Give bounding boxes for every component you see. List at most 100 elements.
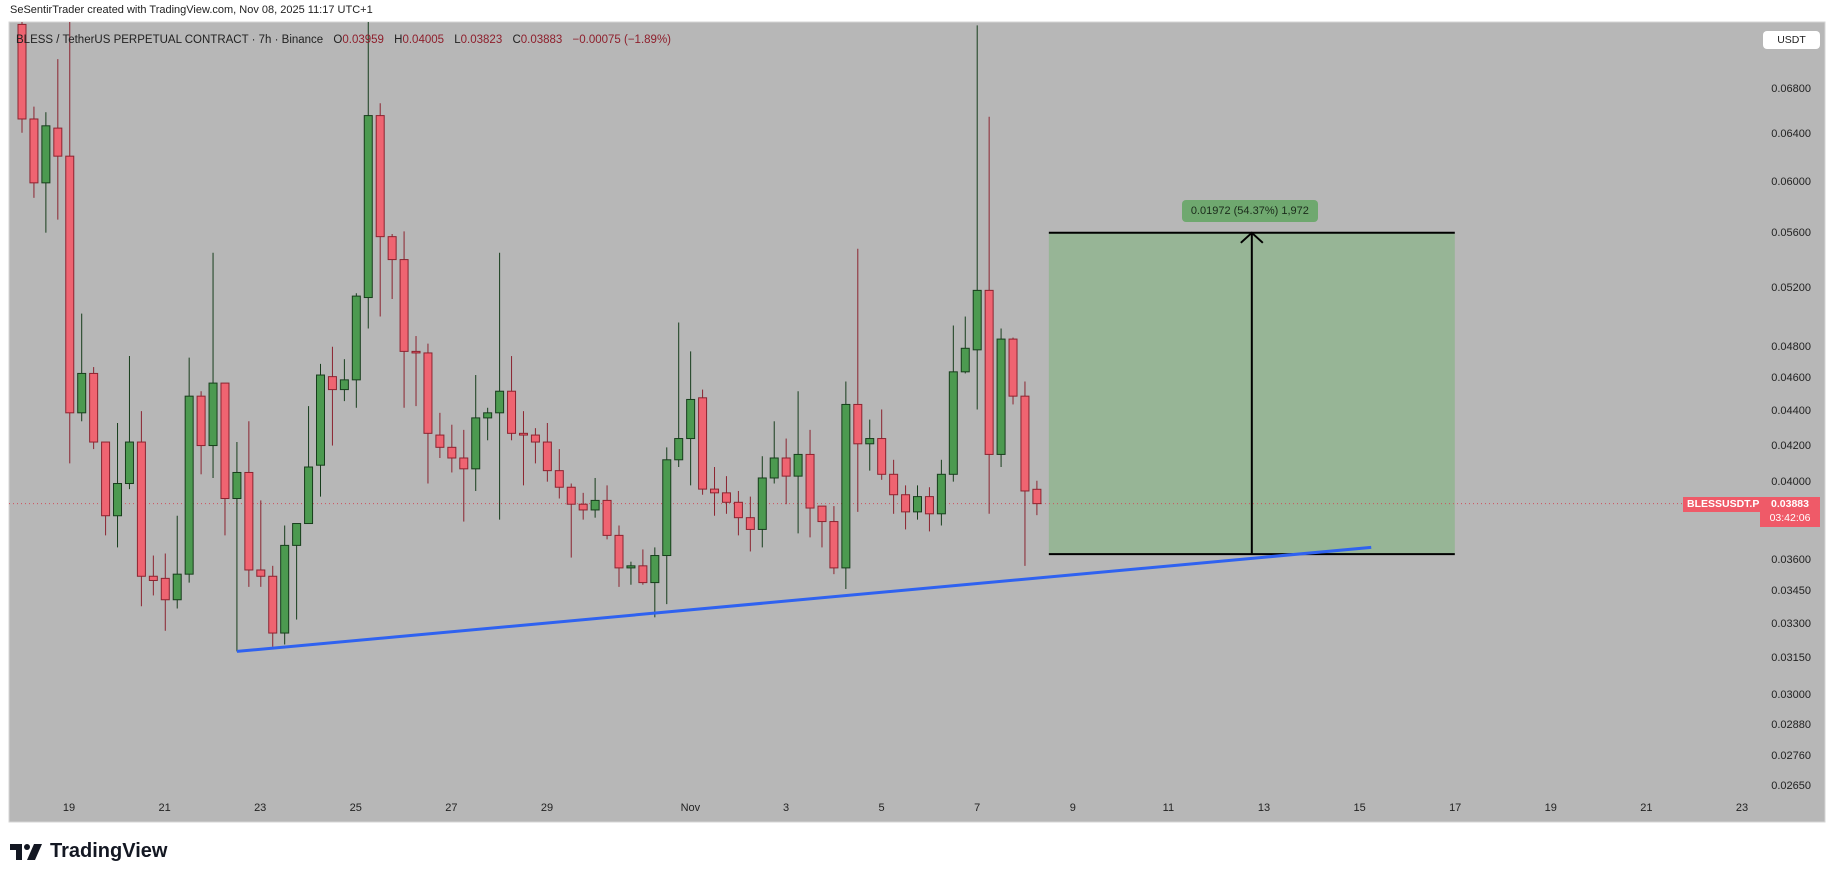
price-tick-label: 0.03300 (1771, 618, 1811, 631)
currency-button[interactable]: USDT (1763, 31, 1820, 49)
candle-body-down (53, 127, 63, 157)
price-tick-label: 0.06400 (1771, 127, 1811, 140)
time-tick-label: 17 (1449, 802, 1462, 814)
candle (984, 116, 994, 514)
high-value: 0.04005 (402, 34, 445, 46)
candle-body-down (984, 289, 994, 455)
time-tick-label: 21 (1640, 802, 1653, 814)
candle (375, 103, 385, 317)
price-tick-label: 0.05200 (1771, 281, 1811, 294)
candle (924, 487, 934, 532)
candle-body-up (351, 295, 361, 381)
candle-body-up (292, 523, 302, 546)
time-tick-label: 11 (1162, 802, 1175, 814)
price-tick-label: 0.05600 (1771, 226, 1811, 239)
candle-body-up (208, 382, 218, 447)
time-tick-label: 27 (445, 802, 458, 814)
candle (1032, 480, 1042, 516)
candle-body-down (1032, 488, 1042, 505)
time-tick-label: 19 (1544, 802, 1557, 814)
candle-body-up (471, 417, 481, 470)
candle (435, 412, 445, 458)
time-tick-label: 15 (1353, 802, 1366, 814)
last-price-value: 0.03883 (1771, 498, 1809, 510)
chart-pane (8, 21, 1826, 823)
candle (745, 496, 755, 552)
price-tick-label: 0.04200 (1771, 439, 1811, 452)
candle-body-up (77, 372, 87, 414)
candle-body-down (17, 23, 27, 120)
candle-body-down (89, 372, 99, 443)
candle (590, 477, 600, 518)
time-tick-label: Nov (680, 802, 701, 814)
candle-body-down (614, 534, 624, 569)
time-tick-label: 25 (349, 802, 362, 814)
candle (387, 233, 397, 299)
candle (136, 411, 146, 607)
candle (698, 389, 708, 495)
candle-body-down (924, 496, 934, 515)
candle-body-up (172, 573, 182, 601)
candle (507, 356, 517, 441)
low-value: 0.03823 (460, 34, 503, 46)
candle (459, 429, 469, 522)
projection-tool[interactable] (1048, 231, 1455, 556)
candle (316, 363, 325, 497)
price-tick-label: 0.03600 (1771, 553, 1811, 566)
candle (578, 492, 588, 520)
trendline[interactable] (236, 545, 1372, 653)
candle (160, 553, 170, 631)
candle (781, 438, 791, 505)
candle-body-down (1008, 338, 1018, 397)
candle (65, 22, 75, 464)
symbol-title[interactable]: BLESS / TetherUS PERPETUAL CONTRACT · 7h… (16, 34, 324, 46)
tradingview-logo-icon (10, 843, 42, 860)
measure-label: 0.01972 (54.37%) 1,972 (1181, 199, 1318, 222)
price-tick-label: 0.02760 (1771, 750, 1811, 763)
candle (280, 525, 290, 645)
candle (53, 59, 63, 220)
price-tick-label: 0.04800 (1771, 340, 1811, 353)
candle-body-up (865, 438, 875, 445)
time-tick-label: 29 (540, 802, 554, 814)
candle (17, 22, 27, 133)
candle (805, 429, 815, 538)
candle-body-down (411, 350, 421, 354)
close-label: C (512, 34, 521, 46)
candle-body-up (184, 395, 194, 575)
candle-body-down (327, 376, 337, 391)
candle (327, 346, 337, 446)
price-tick-label: 0.06800 (1771, 83, 1811, 95)
candle-body-down (256, 569, 266, 577)
price-tick-label: 0.02650 (1771, 780, 1811, 793)
tradingview-logo[interactable]: TradingView (10, 840, 167, 863)
candle-body-down (805, 453, 815, 509)
candle (220, 382, 230, 536)
candle (351, 293, 361, 408)
candle-body-up (841, 403, 851, 569)
candle-body-up (650, 555, 660, 584)
candle-body-down (853, 403, 863, 445)
candle (208, 252, 218, 478)
candle (913, 485, 922, 520)
candle (423, 343, 433, 484)
candle (101, 441, 111, 536)
time-tick-label: 21 (158, 802, 171, 814)
candle (721, 476, 731, 514)
candle (1008, 337, 1018, 405)
candle (77, 313, 87, 422)
candle (960, 316, 970, 374)
candle (447, 424, 457, 473)
candle (901, 485, 911, 530)
candle (339, 359, 349, 402)
last-price-tag: 0.03883 03:42:06 (1760, 497, 1820, 527)
candle-body-down (160, 577, 170, 601)
candle-body-down (733, 501, 743, 519)
candle-body-up (674, 438, 684, 461)
chart-credit: SeSentirTrader created with TradingView.… (10, 4, 373, 16)
candle-body-down (399, 259, 409, 352)
candle-body-down (220, 382, 230, 500)
price-tick-label: 0.03450 (1771, 585, 1811, 598)
candle-body-down (889, 473, 899, 496)
